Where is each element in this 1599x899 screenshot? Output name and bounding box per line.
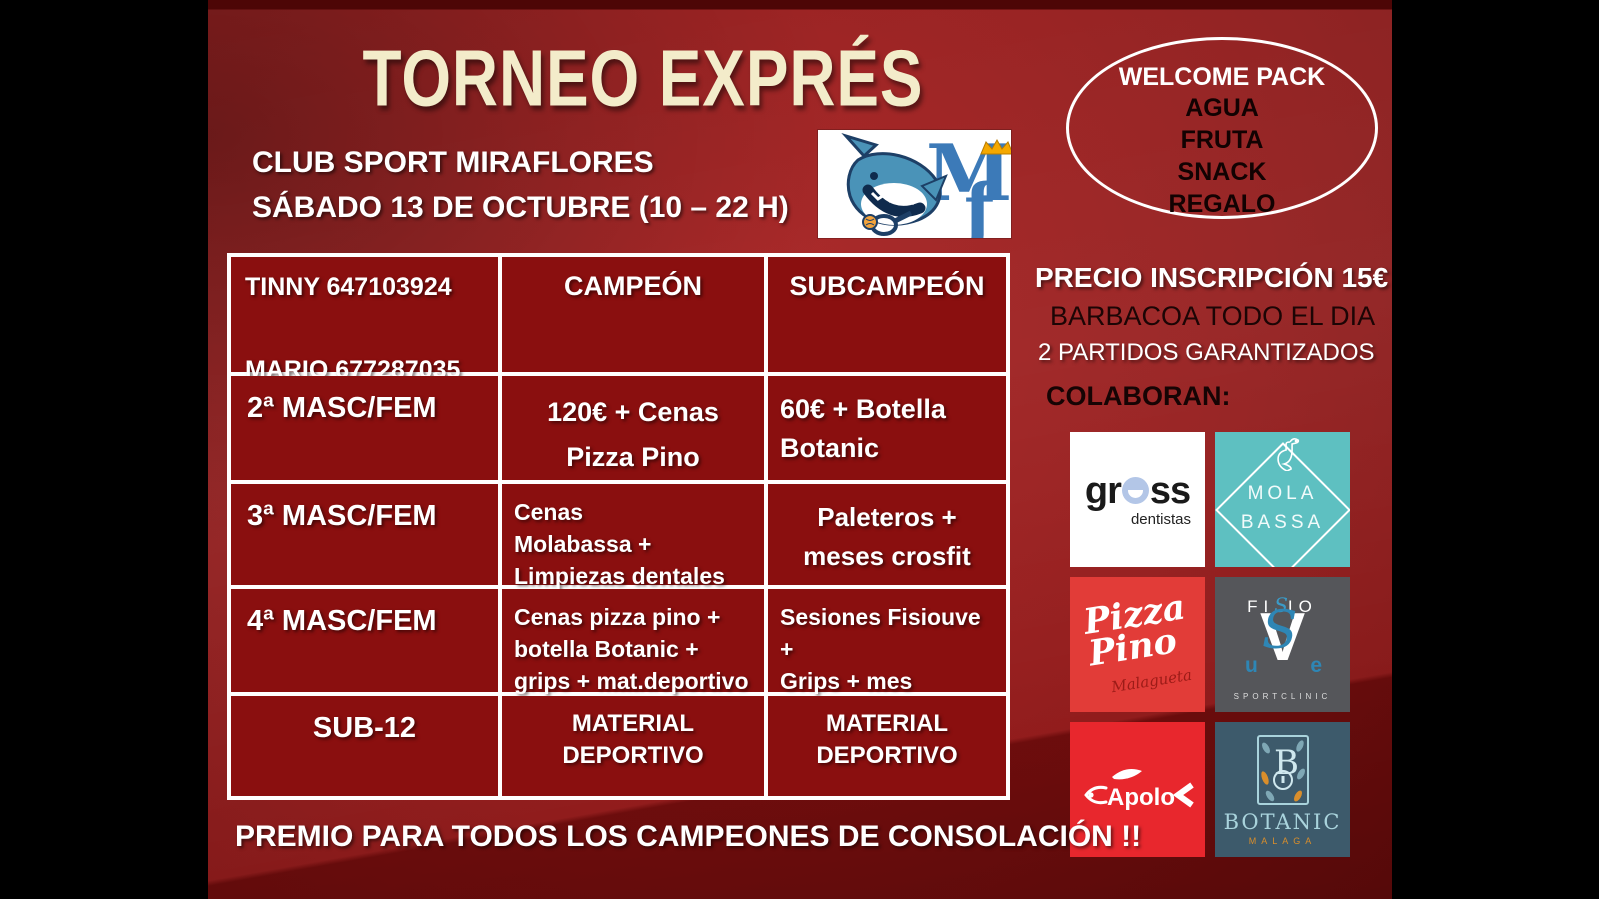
botanic-wordmark: BOTANIC [1223, 809, 1342, 834]
pizza-pino-tagline: Malagueta [1110, 665, 1193, 696]
sponsor-pizza-pino: Pizza Pino Malagueta [1070, 577, 1205, 712]
mola-line: MOLA [1247, 483, 1318, 504]
prize-table: TINNY 647103924 MARIO 677287035 CAMPEÓN … [227, 253, 1010, 800]
sponsor-mola-bassa: MOLA BASSA [1215, 432, 1350, 567]
gross-word-end: ss [1149, 469, 1191, 512]
welcome-pack-item: FRUTA [1180, 126, 1264, 154]
welcome-pack-item: AGUA [1185, 94, 1259, 122]
fisio-tagline: SPORTCLINIC [1233, 692, 1332, 701]
contact-cell: TINNY 647103924 MARIO 677287035 [231, 257, 498, 384]
pino-line: Pino [1086, 620, 1181, 676]
fish-tail-icon [1172, 782, 1194, 807]
fisio-s-ribbon: S [1261, 601, 1298, 661]
shark-padel-logo-icon: M ƒ [841, 128, 1014, 251]
gross-word-start: gr [1084, 469, 1122, 512]
club-info: CLUB SPORT MIRAFLORES SÁBADO 13 DE OCTUB… [252, 140, 789, 230]
fisio-top-wordmark: FISIO [1215, 593, 1350, 617]
contact-line-1: TINNY 647103924 [245, 273, 452, 301]
botanic-emblem-icon: B [1256, 734, 1309, 805]
logo-letter-f: ƒ [957, 168, 998, 238]
category-cell: SUB-12 [231, 696, 498, 796]
apolo-fish-logo-icon: Apolo [1084, 768, 1194, 811]
champion-prize-cell: Cenas pizza pino + botella Botanic + gri… [502, 589, 764, 694]
runner-up-prize-cell: MATERIAL DEPORTIVO [768, 696, 1006, 796]
barbecue-text: BARBACOA TODO EL DIA [1050, 301, 1376, 331]
category-cell: 3ª MASC/FEM [231, 484, 498, 585]
column-header-champion: CAMPEÓN [502, 257, 764, 372]
mola-bassa-wordmark: MOLA BASSA [1215, 480, 1350, 537]
welcome-pack-title: WELCOME PACK [1118, 63, 1326, 91]
fisio-v-letter: V [1259, 599, 1306, 675]
fisio-u-letter: u [1245, 654, 1258, 677]
club-name: CLUB SPORT MIRAFLORES [252, 146, 654, 179]
smiley-face-icon [1121, 477, 1149, 504]
fisio-fi: FI [1247, 597, 1275, 616]
poster-background: TORNEO EXPRÉS CLUB SPORT MIRAFLORES SÁBA… [208, 0, 1392, 899]
pizza-pino-wordmark: Pizza Pino [1081, 587, 1193, 676]
column-header-runner-up: SUBCAMPEÓN [768, 257, 1006, 372]
footer-prize-note: PREMIO PARA TODOS LOS CAMPEONES DE CONSO… [235, 820, 1142, 853]
bassa-line: BASSA [1240, 511, 1325, 533]
champion-prize-cell: 120€ + Cenas Pizza Pino [502, 376, 764, 480]
runner-up-prize-cell: Sesiones Fisiouve + Grips + mes crossfit [768, 589, 1006, 727]
price-text: PRECIO INSCRIPCIÓN 15€ [1035, 262, 1389, 293]
champion-prize-cell: MATERIAL DEPORTIVO [502, 696, 764, 796]
sponsor-logos-grid: gr ss dentistas MOLA BASSA Pizza Pino Mal… [1070, 432, 1350, 857]
gross-tagline: dentistas [1130, 510, 1191, 528]
runner-up-prize-cell: Paleteros + meses crosfit [768, 484, 1006, 585]
category-cell: 2ª MASC/FEM [231, 376, 498, 480]
apolo-wordmark: Apolo [1107, 784, 1175, 811]
collaborators-heading: COLABORAN: [1046, 381, 1231, 411]
flamingo-icon [1276, 438, 1299, 471]
runner-up-prize-cell: 60€ + Botella Botanic [768, 376, 1006, 480]
sponsor-fisio-uve: FISIO V S u e SPORTCLINIC [1215, 577, 1350, 712]
category-cell: 4ª MASC/FEM [231, 589, 498, 692]
welcome-pack-badge: WELCOME PACK AGUA FRUTA SNACK REGALO [1066, 37, 1378, 219]
champion-prize-cell: Cenas Molabassa + Limpiezas dentales [502, 484, 764, 589]
botanic-emblem-letter: B [1274, 743, 1299, 783]
fisio-io: IO [1287, 597, 1318, 616]
shark-icon [841, 133, 948, 236]
welcome-pack-item: REGALO [1168, 190, 1276, 218]
poster-title: TORNEO EXPRÉS [362, 35, 924, 124]
event-date: SÁBADO 13 DE OCTUBRE (10 – 22 H) [252, 191, 789, 224]
sponsor-botanic: B BOTANIC MALAGA [1215, 722, 1350, 857]
fisio-e-letter: e [1310, 654, 1322, 677]
leaf-icon [1111, 768, 1142, 779]
sponsor-apolo: Apolo [1070, 722, 1205, 857]
sponsor-gross-dentistas: gr ss dentistas [1070, 432, 1205, 567]
guarantee-text: 2 PARTIDOS GARANTIZADOS [1038, 339, 1375, 366]
fisio-s-small: S [1274, 593, 1288, 617]
gross-wordmark: gr ss [1084, 469, 1191, 512]
club-sport-miraflores-logo: M ƒ [818, 128, 1014, 251]
welcome-pack-item: SNACK [1177, 158, 1267, 186]
botanic-tagline: MALAGA [1248, 835, 1317, 846]
